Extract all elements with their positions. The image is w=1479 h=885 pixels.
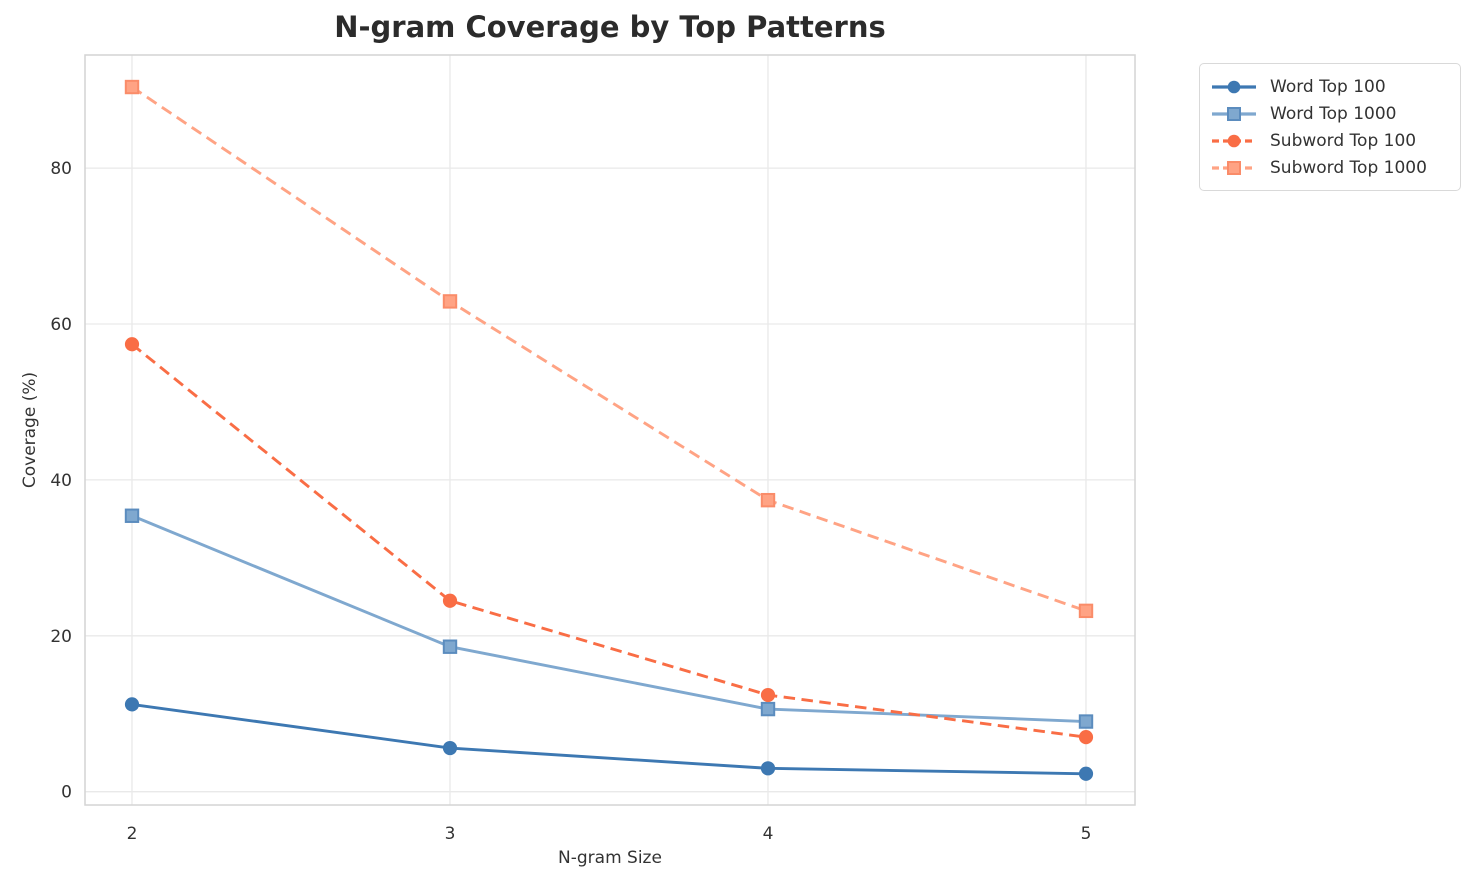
- series-line-0: [131, 702, 1087, 776]
- legend-item: Word Top 1000: [1211, 100, 1450, 127]
- y-tick-label: 20: [50, 627, 72, 647]
- legend-label: Word Top 100: [1270, 76, 1386, 97]
- x-tick-label: 2: [127, 824, 138, 844]
- data-point: [442, 593, 458, 608]
- legend-sample-square: [1212, 160, 1256, 175]
- legend: Word Top 100 Word Top 1000 Subword Top 100…: [1199, 63, 1461, 191]
- data-point: [760, 761, 776, 776]
- x-axis-label: N-gram Size: [558, 848, 662, 868]
- data-point: [442, 639, 458, 654]
- x-tick-label: 4: [763, 824, 774, 844]
- data-point: [124, 697, 140, 712]
- legend-label: Subword Top 1000: [1270, 157, 1427, 178]
- series-line-2: [131, 343, 1087, 739]
- y-axis-label: Coverage (%): [20, 371, 40, 489]
- legend-label: Subword Top 100: [1270, 130, 1417, 151]
- data-point: [442, 294, 458, 309]
- x-tick-label: 3: [445, 824, 456, 844]
- data-point: [760, 492, 776, 508]
- y-tick-label: 60: [50, 315, 72, 335]
- data-point: [442, 740, 458, 756]
- y-tick-label: 40: [50, 471, 72, 491]
- chart-title: N-gram Coverage by Top Patterns: [334, 10, 886, 44]
- legend-label: Word Top 1000: [1270, 103, 1397, 124]
- data-point: [124, 79, 140, 95]
- data-point: [124, 337, 140, 352]
- axes-spines: [84, 54, 1136, 806]
- data-point: [760, 687, 776, 703]
- legend-sample-circle: [1212, 134, 1256, 147]
- data-point: [1078, 603, 1094, 619]
- data-point: [124, 508, 140, 523]
- legend-item: Subword Top 100: [1211, 127, 1450, 154]
- legend-sample-square: [1212, 106, 1256, 121]
- y-tick-label: 80: [50, 159, 72, 179]
- x-tick-label: 5: [1081, 824, 1092, 844]
- series-line-3: [131, 85, 1087, 613]
- data-point: [1078, 766, 1094, 781]
- series-line-1: [131, 514, 1087, 723]
- data-point: [760, 701, 776, 717]
- data-point: [1078, 730, 1094, 745]
- legend-item: Word Top 100: [1211, 73, 1450, 100]
- legend-sample-circle: [1212, 80, 1256, 93]
- data-point: [1078, 714, 1094, 729]
- y-tick-label: 0: [61, 783, 72, 803]
- legend-item: Subword Top 1000: [1211, 154, 1450, 181]
